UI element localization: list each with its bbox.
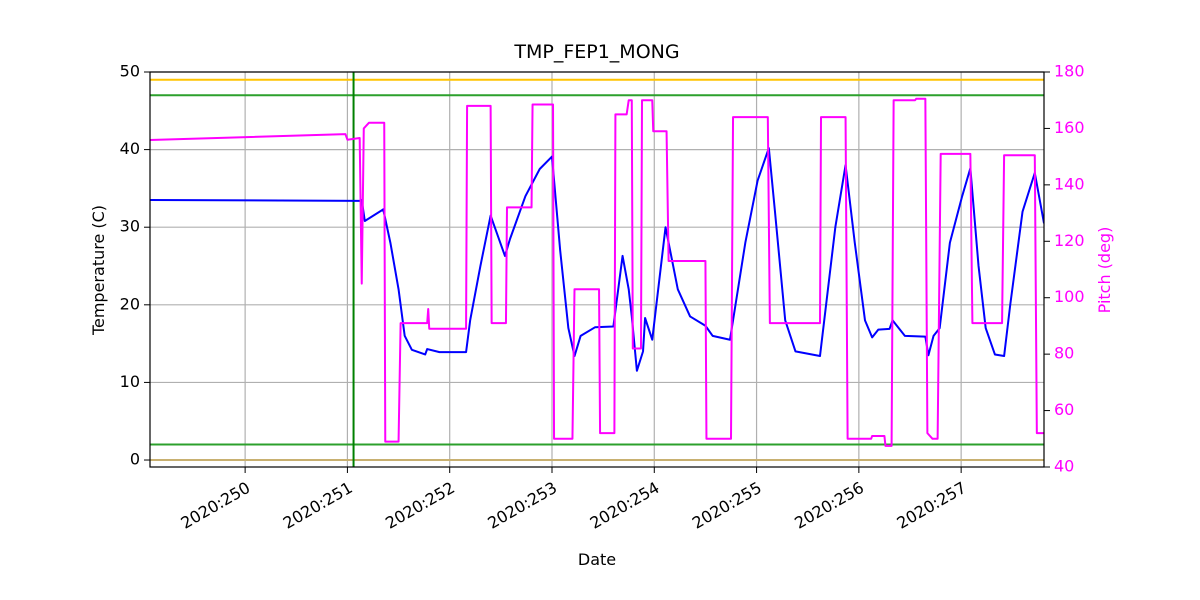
y2-tick-label: 120 xyxy=(1054,231,1085,250)
x-tick-label: 2020:255 xyxy=(689,478,765,533)
chart-title: TMP_FEP1_MONG xyxy=(513,41,679,63)
x-tick-label: 2020:257 xyxy=(894,478,970,533)
plot-frame xyxy=(149,71,1045,468)
y2-tick-label: 160 xyxy=(1054,118,1085,137)
x-tick-label: 2020:251 xyxy=(280,478,356,533)
y2-tick-label: 100 xyxy=(1054,287,1085,306)
y2-tick-label: 40 xyxy=(1054,457,1074,476)
y2-axis-label: Pitch (deg) xyxy=(1095,227,1114,314)
y2-tick-label: 180 xyxy=(1054,62,1085,81)
y-tick-label: 40 xyxy=(120,139,140,158)
x-tick-label: 2020:256 xyxy=(791,478,867,533)
x-axis-label: Date xyxy=(578,550,616,569)
y2-tick-label: 80 xyxy=(1054,344,1074,363)
y-tick-label: 50 xyxy=(120,62,140,81)
y-tick-label: 0 xyxy=(130,450,140,469)
y-tick-label: 10 xyxy=(120,372,140,391)
y2-tick-label: 140 xyxy=(1054,174,1085,193)
series-line xyxy=(150,147,1044,372)
x-tick-label: 2020:250 xyxy=(177,478,253,533)
x-tick-label: 2020:252 xyxy=(382,478,458,533)
y-tick-label: 20 xyxy=(120,294,140,313)
y-tick-label: 30 xyxy=(120,217,140,236)
series-line xyxy=(150,97,1044,447)
x-tick-label: 2020:254 xyxy=(587,478,663,533)
y2-tick-label: 60 xyxy=(1054,400,1074,419)
x-tick-label: 2020:253 xyxy=(484,478,560,533)
y-axis-label: Temperature (C) xyxy=(89,205,108,336)
